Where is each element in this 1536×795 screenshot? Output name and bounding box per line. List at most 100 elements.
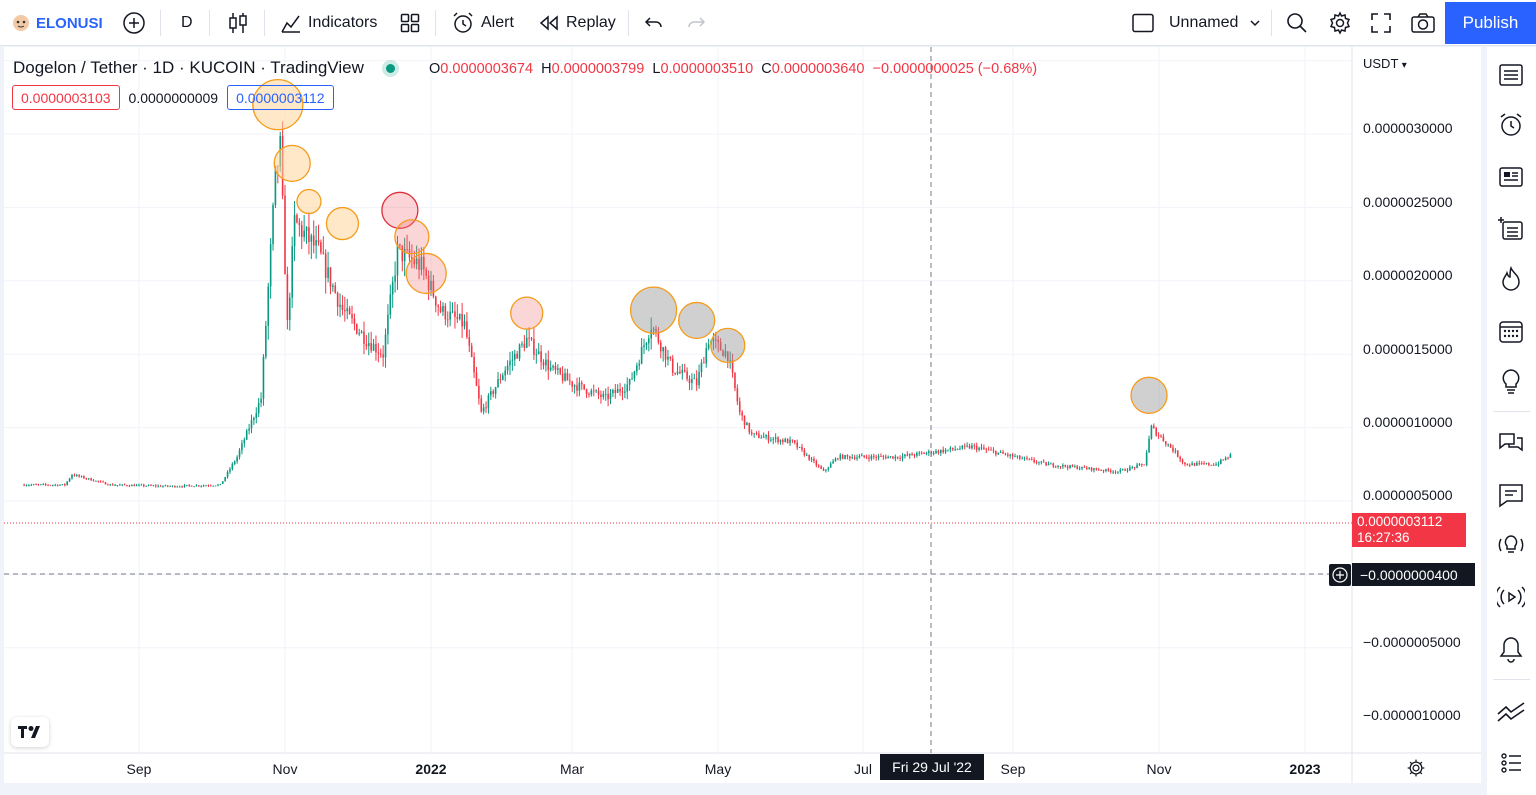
candle — [56, 484, 59, 487]
settings-button[interactable] — [1328, 0, 1352, 46]
candle-body — [236, 456, 238, 462]
redo-button[interactable] — [686, 0, 706, 46]
candle-body — [99, 481, 102, 483]
circle-marker[interactable] — [296, 188, 322, 215]
candle — [796, 439, 798, 451]
calendar-button[interactable] — [1495, 315, 1527, 347]
circle-marker[interactable] — [1130, 376, 1168, 414]
candle — [722, 349, 724, 357]
candle-body — [401, 245, 404, 262]
candle — [1164, 441, 1167, 447]
candle — [384, 328, 387, 368]
notifications-button[interactable] — [1495, 633, 1527, 665]
candle-body — [49, 485, 52, 486]
ideas-button[interactable] — [1495, 365, 1527, 397]
news-button[interactable] — [1495, 161, 1527, 193]
candle — [872, 453, 875, 460]
candle — [760, 434, 763, 439]
alert-button[interactable]: Alert — [451, 0, 514, 46]
candle — [1121, 468, 1124, 471]
time-tick: Nov — [272, 761, 298, 777]
publish-button[interactable]: Publish — [1445, 2, 1536, 44]
circle-marker[interactable] — [629, 286, 678, 334]
ideas-stream-button[interactable] — [1495, 529, 1527, 561]
candle-body — [171, 485, 174, 487]
candle-body — [243, 439, 246, 444]
sell-price-button[interactable]: 0.0000003103 — [12, 85, 120, 110]
candle-body — [877, 456, 880, 458]
candle — [559, 367, 562, 376]
watchlist-button[interactable] — [1495, 59, 1527, 91]
circle-marker[interactable] — [405, 252, 447, 295]
more-tools-button[interactable] — [1495, 747, 1527, 779]
candle — [300, 220, 303, 250]
snapshot-button[interactable] — [1410, 0, 1436, 46]
market-status-icon[interactable] — [385, 63, 395, 73]
templates-button[interactable] — [400, 0, 420, 46]
candle-body — [825, 469, 827, 471]
candle — [255, 407, 258, 424]
add-alert-plus-button[interactable] — [1329, 564, 1351, 586]
tradingview-logo[interactable] — [11, 717, 49, 747]
candle-body — [1172, 447, 1174, 452]
candle-body — [1196, 462, 1198, 466]
candle — [1124, 468, 1126, 471]
candle — [102, 480, 104, 483]
interval-button[interactable]: D — [181, 0, 193, 46]
chart-pane[interactable]: Dogelon / Tether · 1D · KUCOIN · Trading… — [4, 47, 1481, 783]
candle-body — [229, 469, 231, 472]
candle-body — [904, 454, 906, 457]
symbol-search[interactable]: ELONUSI — [12, 0, 103, 46]
candle — [288, 292, 291, 331]
circle-marker[interactable] — [381, 191, 419, 229]
replay-button[interactable]: Replay — [538, 0, 616, 46]
plus-circle-icon — [1332, 567, 1348, 583]
candle-body — [1203, 463, 1205, 464]
candle-body — [32, 484, 35, 486]
chart-settings-button[interactable] — [1406, 758, 1426, 783]
hotlists-button[interactable] — [1495, 263, 1527, 295]
currency-selector[interactable]: USDT ▾ — [1363, 56, 1407, 71]
replay-label: Replay — [566, 14, 616, 31]
fullscreen-button[interactable] — [1370, 0, 1392, 46]
candle — [1057, 465, 1059, 469]
candle — [576, 377, 578, 397]
price-chart[interactable] — [4, 47, 1481, 783]
buy-price-button[interactable]: 0.0000003112 — [227, 85, 334, 110]
candle — [808, 454, 810, 462]
circle-marker[interactable] — [510, 296, 544, 330]
candle — [782, 438, 784, 445]
candle — [741, 410, 743, 421]
drawing-markers[interactable] — [252, 78, 1168, 414]
indicators-button[interactable]: Indicators — [280, 0, 377, 46]
candle — [640, 338, 643, 365]
candle-body — [432, 280, 435, 297]
search-button[interactable] — [1286, 0, 1308, 46]
candle-body — [226, 471, 229, 478]
candle — [1212, 463, 1215, 466]
layout-button[interactable]: Unnamed — [1131, 0, 1262, 46]
add-to-list-button[interactable] — [1495, 213, 1527, 245]
circle-marker[interactable] — [273, 144, 311, 183]
compare-symbol-button[interactable] — [122, 0, 146, 46]
circle-marker[interactable] — [252, 78, 304, 131]
alerts-button[interactable] — [1495, 109, 1527, 141]
candle — [719, 338, 722, 351]
candle-body — [253, 418, 255, 421]
chats-button[interactable] — [1495, 427, 1527, 459]
circle-marker[interactable] — [678, 301, 716, 340]
high-label: H — [541, 61, 552, 77]
streams-button[interactable] — [1495, 581, 1527, 613]
circle-marker[interactable] — [710, 327, 746, 364]
circle-marker[interactable] — [325, 206, 360, 241]
undo-button[interactable] — [644, 0, 664, 46]
series-title[interactable]: Dogelon / Tether · 1D · KUCOIN · Trading… — [13, 58, 364, 77]
candle — [528, 327, 530, 347]
trading-panel-button[interactable] — [1495, 697, 1527, 729]
chart-type-button[interactable] — [227, 0, 249, 46]
messages-button[interactable] — [1495, 479, 1527, 511]
candle-body — [731, 360, 734, 373]
candle — [810, 456, 813, 463]
circle-marker[interactable] — [394, 219, 430, 255]
candle — [801, 443, 803, 452]
